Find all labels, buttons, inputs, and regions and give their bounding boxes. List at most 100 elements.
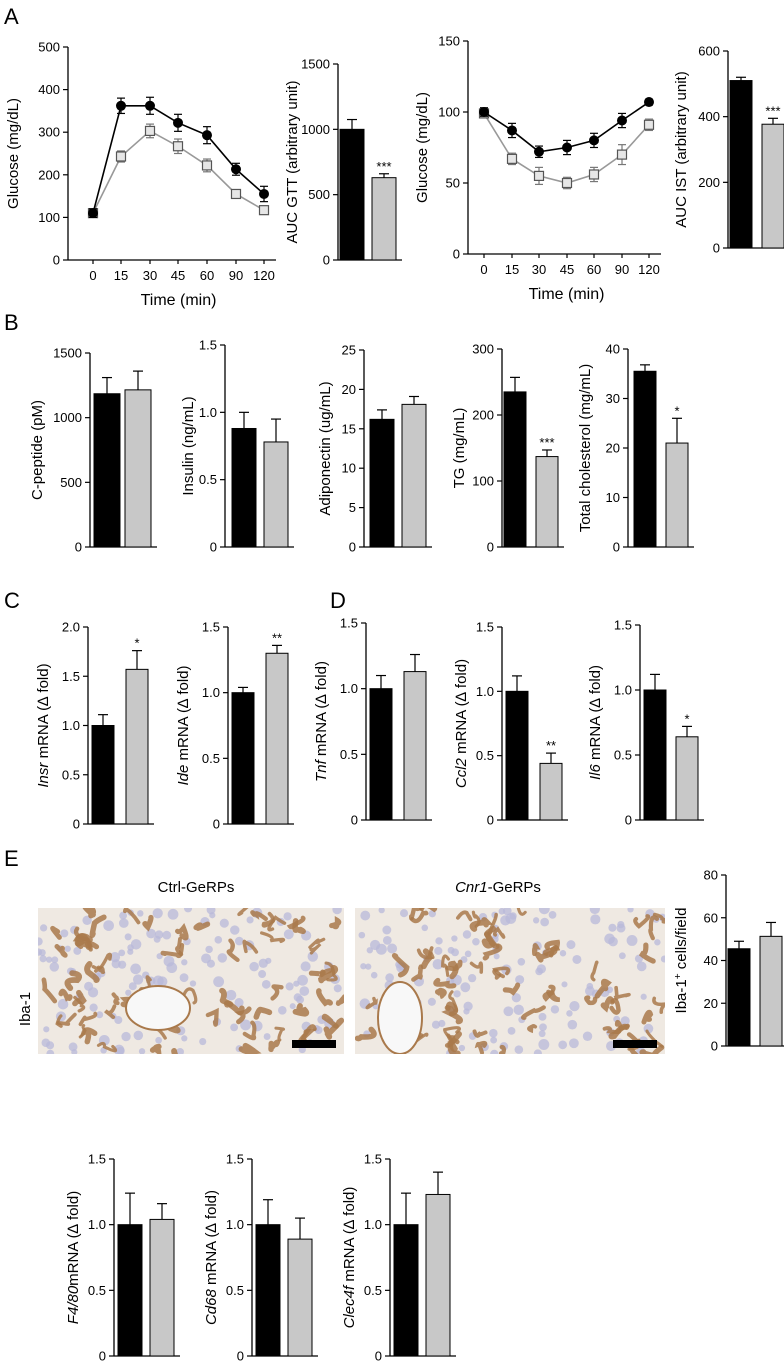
nucleus — [539, 1023, 547, 1032]
stained-cell — [123, 908, 141, 925]
stained-cell — [434, 987, 447, 1000]
ist-y-tick-label: 50 — [446, 176, 460, 191]
nucleus — [152, 975, 164, 987]
cd68-y-tick-label: 0 — [237, 1349, 244, 1364]
auc_ist-significance-label: *** — [765, 103, 780, 118]
panel-label-a: A — [4, 4, 19, 29]
cd68-y-tick-label: 1.5 — [226, 1152, 244, 1167]
panel-label-b: B — [4, 310, 19, 335]
stained-cell — [84, 961, 100, 984]
cpep-bar-cnr1 — [124, 389, 152, 548]
nucleus — [285, 982, 294, 991]
nucleus — [206, 908, 216, 915]
stained-cell — [520, 1005, 546, 1020]
iba1-y-axis-label: Iba-1+ cells/field — [673, 908, 691, 1014]
stained-cell — [516, 908, 527, 916]
nucleus — [121, 1031, 131, 1042]
nucleus — [206, 959, 215, 968]
nucleus — [189, 980, 197, 987]
clec4f-y-tick-label: 0 — [375, 1349, 382, 1364]
stained-cell — [329, 915, 342, 930]
gtt-x-tick-label: 120 — [253, 268, 275, 283]
insr-y-tick-label: 0 — [73, 817, 80, 832]
nucleus — [176, 1047, 184, 1054]
stained-cell — [445, 959, 463, 972]
nucleus — [49, 962, 60, 972]
ide-bar-ctrl — [231, 692, 255, 825]
stained-cell — [205, 1007, 219, 1027]
nucleus — [569, 1000, 580, 1012]
ist-x-tick-label: 45 — [560, 262, 574, 277]
nucleus — [366, 947, 373, 954]
cnr1-micrograph-image — [355, 908, 665, 1054]
stained-cell — [111, 992, 120, 1006]
ide-y-tick-label: 0.5 — [202, 751, 220, 766]
tnf-y-tick-label: 1.0 — [340, 681, 358, 696]
nucleus — [489, 1028, 498, 1038]
adipo-y-tick-label: 5 — [349, 500, 356, 515]
adipo-y-tick-label: 20 — [342, 382, 356, 397]
il6-y-tick-label: 0.5 — [614, 748, 632, 763]
stained-cell — [542, 984, 556, 1002]
nucleus — [283, 912, 292, 921]
insr-y-tick-label: 1.0 — [62, 718, 80, 733]
clec4f-y-axis-label: Clec4f mRNA (∆ fold) — [341, 1187, 358, 1329]
cd68-y-tick-label: 0.5 — [226, 1283, 244, 1298]
adipo-y-tick-label: 10 — [342, 461, 356, 476]
nucleus — [538, 1012, 547, 1021]
ccl2-significance-label: ** — [546, 738, 556, 753]
f480-y-axis-label-gene: F4/80 — [65, 1285, 82, 1324]
ctrl-micrograph-image — [38, 908, 344, 1054]
ist-point-cnr1 — [643, 119, 655, 130]
stained-cell — [469, 917, 494, 932]
stained-cell — [56, 1012, 77, 1026]
nucleus — [536, 964, 547, 974]
cd68-bar-cnr1 — [287, 1238, 313, 1357]
tnf-y-tick-label: 0.5 — [340, 747, 358, 762]
iba1-y-axis-label-main: Iba-1 — [673, 979, 690, 1013]
il6-bar-cnr1 — [675, 736, 699, 821]
il6-y-axis-label-gene: Il6 — [587, 764, 604, 781]
ist-point-ctrl — [479, 107, 489, 117]
chol-y-tick-label: 0 — [613, 540, 620, 555]
gtt-y-tick-label: 100 — [38, 210, 60, 225]
stained-cell — [448, 960, 459, 980]
iba1-bar-ctrl — [727, 948, 751, 1047]
panel-label-e: E — [4, 846, 19, 871]
tg-y-tick-label: 0 — [487, 540, 494, 555]
iba1-y-tick-label: 20 — [704, 996, 718, 1011]
stained-cell — [142, 914, 154, 932]
auc_gtt-y-tick-label: 0 — [323, 253, 330, 268]
clec4f-y-axis-label-rest: mRNA (∆ fold) — [341, 1187, 358, 1286]
nucleus — [64, 945, 71, 952]
il6-y-axis-label-rest: mRNA (∆ fold) — [587, 665, 604, 764]
nucleus — [502, 908, 512, 916]
ist-x-tick-label: 60 — [587, 262, 601, 277]
stained-cell — [318, 964, 339, 984]
panel-label-d: D — [330, 588, 346, 613]
nucleus — [365, 963, 372, 970]
nucleus — [43, 1026, 50, 1033]
gtt-x-tick-label: 30 — [143, 268, 157, 283]
cpep-y-axis-label: C-peptide (pM) — [29, 400, 46, 500]
nucleus — [138, 1048, 146, 1054]
nucleus — [181, 1035, 188, 1042]
nucleus — [566, 940, 576, 950]
stained-cell — [472, 1029, 488, 1038]
nucleus — [435, 937, 443, 945]
auc_gtt-bar-ctrl — [339, 128, 365, 261]
nucleus — [125, 989, 132, 996]
stained-cell — [638, 942, 656, 964]
insr-y-tick-label: 0.5 — [62, 767, 80, 782]
auc_gtt-y-axis-label: AUC GTT (arbitrary unit) — [284, 80, 301, 243]
stained-cell — [609, 998, 621, 1015]
stained-cell — [433, 977, 457, 989]
insr-y-axis-label: Insr mRNA (∆ fold) — [35, 663, 52, 787]
stained-cell — [308, 968, 333, 978]
nucleus — [166, 962, 178, 974]
nucleus — [358, 931, 366, 939]
stained-cell — [408, 908, 425, 921]
iba1-bar-cnr1 — [759, 935, 783, 1047]
nucleus — [234, 936, 244, 946]
ist-y-tick-label: 0 — [453, 247, 460, 262]
